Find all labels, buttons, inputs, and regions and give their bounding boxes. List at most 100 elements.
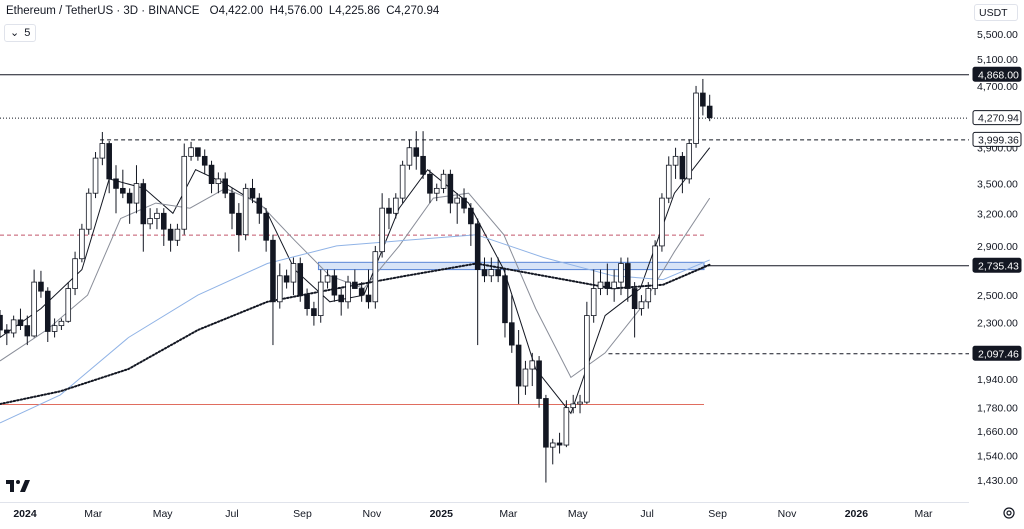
candle-body bbox=[652, 245, 658, 289]
candle-body bbox=[659, 197, 665, 247]
candle-body bbox=[706, 105, 713, 119]
candle bbox=[618, 257, 624, 296]
y-tick-label: 1,660.00 bbox=[977, 426, 1018, 438]
candle-body bbox=[461, 197, 467, 209]
candle bbox=[283, 269, 290, 289]
ohlc-values: O4,422.00 H4,576.00 L4,225.86 C4,270.94 bbox=[207, 5, 440, 17]
candle-body bbox=[338, 294, 344, 303]
candle bbox=[447, 169, 454, 214]
candle bbox=[276, 263, 283, 309]
candle bbox=[543, 394, 549, 483]
plot-layer bbox=[0, 74, 969, 483]
y-tick-label: 5,500.00 bbox=[977, 29, 1018, 41]
candle-body bbox=[440, 173, 447, 189]
candle bbox=[645, 282, 652, 309]
tradingview-logo-icon[interactable] bbox=[6, 478, 32, 494]
candle bbox=[536, 356, 542, 408]
candle bbox=[584, 301, 590, 404]
candle bbox=[372, 245, 379, 309]
candle bbox=[85, 188, 92, 235]
candle-body bbox=[51, 325, 58, 332]
candle-body bbox=[584, 315, 590, 403]
price-label-text: 3,999.36 bbox=[978, 134, 1019, 146]
candle bbox=[270, 234, 276, 346]
candle bbox=[365, 269, 372, 309]
candle-body bbox=[693, 92, 699, 144]
candle-body bbox=[304, 294, 310, 310]
candle-body bbox=[174, 228, 181, 241]
gear-icon[interactable] bbox=[1002, 506, 1016, 520]
indicator-legend-toggle[interactable]: ⌄ 5 bbox=[4, 24, 37, 42]
candle-body bbox=[352, 281, 358, 289]
candle-body bbox=[665, 164, 672, 199]
candle-body bbox=[413, 147, 420, 157]
candle-body bbox=[65, 288, 72, 322]
candle bbox=[17, 308, 24, 331]
candle bbox=[638, 295, 645, 316]
candle-body bbox=[597, 281, 604, 289]
candle bbox=[413, 131, 420, 170]
candle bbox=[24, 315, 31, 346]
candle bbox=[311, 301, 317, 326]
candle-body bbox=[133, 183, 140, 204]
candle-body bbox=[270, 239, 276, 303]
candle bbox=[358, 282, 365, 302]
candle bbox=[195, 147, 201, 161]
candle-body bbox=[140, 183, 147, 225]
symbol-title[interactable]: Ethereum / TetherUS · 3D · BINANCE bbox=[6, 5, 200, 17]
candle-body bbox=[495, 269, 501, 277]
candle-body bbox=[679, 155, 686, 180]
candle-body bbox=[44, 290, 51, 332]
high-value: H4,576.00 bbox=[269, 5, 323, 17]
candle-body bbox=[297, 263, 304, 296]
currency-selector[interactable]: USDT bbox=[974, 4, 1018, 21]
candle bbox=[331, 269, 338, 302]
candle bbox=[686, 139, 693, 184]
x-tick-label: Jul bbox=[225, 508, 238, 520]
candle-body bbox=[474, 223, 481, 270]
candle-body bbox=[92, 157, 99, 194]
price-label-box bbox=[972, 131, 1022, 147]
candle bbox=[515, 330, 522, 404]
candle-body bbox=[529, 360, 536, 370]
candle-body bbox=[38, 281, 44, 292]
candle bbox=[672, 147, 679, 179]
candle bbox=[570, 394, 576, 414]
candle bbox=[352, 269, 358, 289]
candle bbox=[188, 141, 194, 161]
candle-body bbox=[502, 275, 508, 324]
candle bbox=[236, 203, 242, 252]
candle-body bbox=[188, 147, 194, 157]
candle bbox=[454, 193, 460, 224]
candle-body bbox=[515, 344, 522, 387]
candle bbox=[120, 169, 126, 199]
candle-body bbox=[147, 218, 153, 225]
candle-body bbox=[290, 263, 297, 283]
candle-body bbox=[72, 258, 78, 289]
y-tick-label: 1,780.00 bbox=[977, 403, 1018, 415]
y-tick-label: 1,540.00 bbox=[977, 451, 1018, 463]
y-tick-label: 1,430.00 bbox=[977, 475, 1018, 487]
candle-body bbox=[229, 192, 235, 214]
candle-body bbox=[577, 401, 583, 405]
price-label-text: 2,735.43 bbox=[978, 260, 1019, 272]
candle-body bbox=[358, 288, 365, 296]
candle bbox=[665, 156, 672, 204]
candle-body bbox=[4, 329, 10, 334]
candle bbox=[659, 193, 665, 252]
candle-body bbox=[311, 308, 317, 317]
candle bbox=[386, 198, 392, 230]
candle bbox=[4, 324, 10, 346]
candle bbox=[106, 141, 112, 194]
chevron-down-icon: ⌄ bbox=[10, 27, 20, 39]
price-label-box bbox=[972, 257, 1022, 273]
price-label: 4,868.00 bbox=[972, 66, 1022, 82]
price-axis: 5,500.005,100.004,700.004,300.003,900.00… bbox=[969, 0, 1024, 524]
candle bbox=[433, 183, 440, 202]
candle-body bbox=[625, 263, 631, 289]
candle-body bbox=[543, 398, 549, 448]
candle-body bbox=[386, 207, 392, 214]
candle-body bbox=[372, 251, 379, 303]
